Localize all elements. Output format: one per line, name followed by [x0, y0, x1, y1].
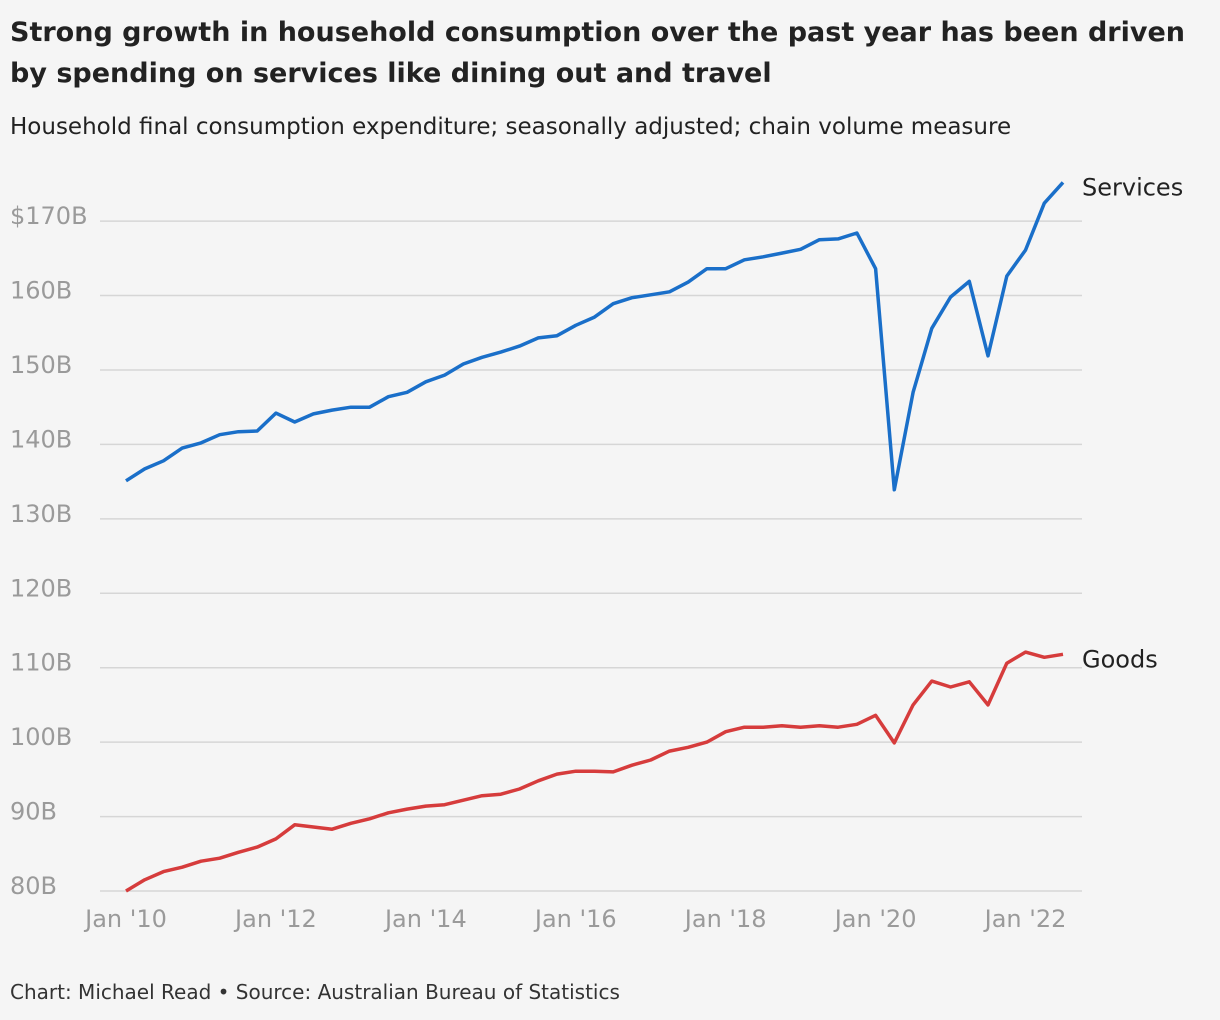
- series-label: Services: [1082, 173, 1183, 201]
- x-tick-label: Jan '10: [83, 905, 167, 933]
- x-tick-label: Jan '20: [833, 905, 917, 933]
- y-tick-label: 140B: [10, 425, 72, 453]
- series-label: Goods: [1082, 645, 1158, 673]
- series-line: [125, 181, 1065, 492]
- x-tick-label: Jan '16: [533, 905, 617, 933]
- x-tick-label: Jan '18: [683, 905, 767, 933]
- y-tick-label: 120B: [10, 574, 72, 602]
- y-tick-label: 100B: [10, 723, 72, 751]
- y-tick-label: 160B: [10, 277, 72, 305]
- chart-title: Strong growth in household consumption o…: [10, 17, 1186, 89]
- x-tick-label: Jan '12: [233, 905, 317, 933]
- y-tick-label: $170B: [10, 202, 88, 230]
- y-tick-label: 90B: [10, 798, 57, 826]
- series-line: [125, 650, 1064, 893]
- x-tick-label: Jan '22: [983, 905, 1067, 933]
- y-tick-label: 150B: [10, 351, 72, 379]
- y-tick-label: 130B: [10, 500, 72, 528]
- source: Chart: Michael Read • Source: Australian…: [10, 980, 620, 1004]
- chart-subtitle: Household final consumption expenditure;…: [10, 114, 1012, 140]
- y-tick-label: 80B: [10, 872, 57, 900]
- x-tick-label: Jan '14: [383, 905, 467, 933]
- y-tick-label: 110B: [10, 649, 72, 677]
